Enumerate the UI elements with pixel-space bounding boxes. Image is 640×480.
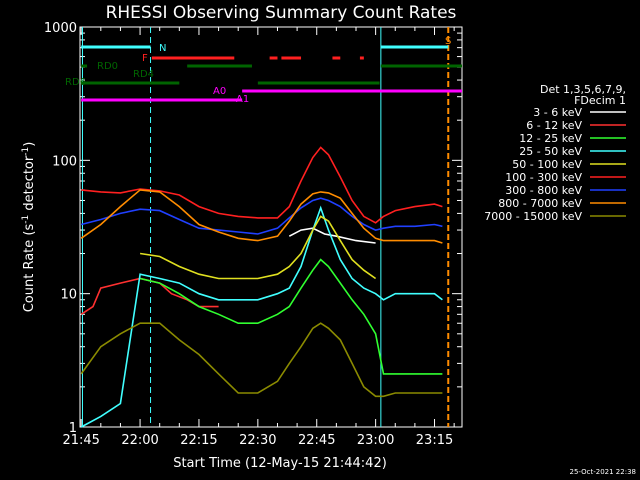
x-tick-label: 22:15 <box>180 433 217 448</box>
y-axis-label: Count Rate (s-1 detector-1) <box>21 142 37 313</box>
x-tick-label: 22:45 <box>298 433 335 448</box>
y-axis-label-mid: detector <box>22 155 37 215</box>
legend-label: 7000 - 15000 keV <box>484 210 582 223</box>
legend-label: 300 - 800 keV <box>505 184 582 197</box>
x-tick-label: 22:00 <box>121 433 158 448</box>
legend-title-1: Det 1,3,5,6,7,9, <box>540 83 626 96</box>
y-tick-label: 1000 <box>44 21 77 36</box>
y-axis-label-end: ) <box>22 142 37 147</box>
x-ticks: 21:45 22:00 22:15 22:30 22:45 23:00 23:15 <box>62 27 455 448</box>
series-line-5 <box>81 146 443 224</box>
series-line-8 <box>80 322 443 398</box>
legend-label: 6 - 12 keV <box>526 119 582 132</box>
S-flag-label: S <box>445 36 451 47</box>
y-tick-label: 10 <box>60 288 77 303</box>
legend-label: 50 - 100 keV <box>512 158 582 171</box>
footer-date: 25-Oct-2021 22:38 <box>570 468 636 476</box>
y-ticks: 1 10 100 1000 <box>44 21 462 436</box>
y-tick-label: 100 <box>52 154 77 169</box>
A0-flag-label: A0 <box>213 86 226 97</box>
RD4-flag-label: RD4 <box>133 69 154 80</box>
x-tick-label: 23:15 <box>416 433 453 448</box>
series-line-3 <box>80 205 443 428</box>
legend-label: 25 - 50 keV <box>519 145 582 158</box>
plot-border <box>79 26 463 428</box>
y-axis-label-sup2: -1 <box>21 147 31 156</box>
N-flag-label: N <box>159 43 166 54</box>
series-line-0 <box>288 227 376 244</box>
status-flags: NF S RD0 RD4 RD6 A0 A1 <box>65 36 462 105</box>
series-line-1 <box>80 277 219 315</box>
RD0-flag-label: RD0 <box>97 61 118 72</box>
RD6-flag-label: RD6 <box>65 77 86 88</box>
legend-label: 3 - 6 keV <box>533 106 582 119</box>
legend-label: 100 - 300 keV <box>505 171 582 184</box>
y-axis-label-main: Count Rate (s <box>22 224 37 313</box>
y-tick-label: 1 <box>69 421 77 436</box>
A1-flag-label: A1 <box>236 94 249 105</box>
chart-title: RHESSI Observing Summary Count Rates <box>106 3 457 23</box>
x-tick-label: 23:00 <box>357 433 394 448</box>
plot-frame <box>79 26 463 428</box>
series-line-2 <box>139 258 443 375</box>
x-tick-label: 21:45 <box>62 433 99 448</box>
series-line-6 <box>81 197 443 235</box>
x-axis-label: Start Time (12-May-15 21:44:42) <box>173 456 387 471</box>
series-line-4 <box>139 215 377 280</box>
x-tick-label: 22:30 <box>239 433 276 448</box>
legend-label: 12 - 25 keV <box>519 132 582 145</box>
series-lines <box>80 146 443 428</box>
y-axis-label-sup1: -1 <box>21 215 31 224</box>
F-flag-label: F <box>142 53 148 64</box>
legend-title-2: FDecim 1 <box>574 94 626 107</box>
legend-label: 800 - 7000 keV <box>498 197 582 210</box>
series-line-7 <box>80 189 443 244</box>
